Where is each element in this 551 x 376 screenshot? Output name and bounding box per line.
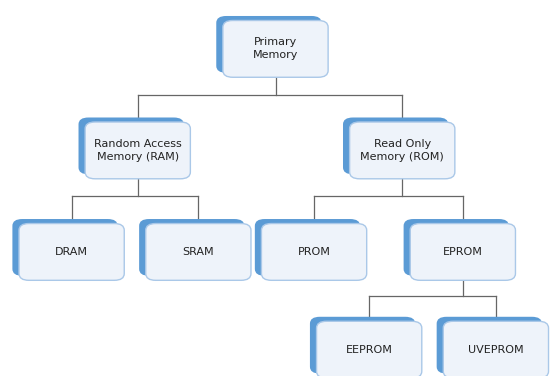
- FancyBboxPatch shape: [410, 223, 516, 280]
- Text: PROM: PROM: [298, 247, 331, 257]
- FancyBboxPatch shape: [78, 117, 183, 174]
- FancyBboxPatch shape: [316, 321, 422, 376]
- FancyBboxPatch shape: [436, 317, 542, 374]
- Text: Read Only
Memory (ROM): Read Only Memory (ROM): [360, 139, 444, 162]
- FancyBboxPatch shape: [145, 223, 251, 280]
- Text: Random Access
Memory (RAM): Random Access Memory (RAM): [94, 139, 182, 162]
- FancyBboxPatch shape: [85, 122, 191, 179]
- FancyBboxPatch shape: [19, 223, 125, 280]
- FancyBboxPatch shape: [261, 223, 367, 280]
- FancyBboxPatch shape: [139, 219, 244, 276]
- FancyBboxPatch shape: [349, 122, 455, 179]
- Text: DRAM: DRAM: [55, 247, 88, 257]
- FancyBboxPatch shape: [13, 219, 118, 276]
- FancyBboxPatch shape: [216, 16, 321, 73]
- Text: EEPROM: EEPROM: [345, 345, 393, 355]
- Text: Primary
Memory: Primary Memory: [253, 37, 298, 61]
- FancyBboxPatch shape: [403, 219, 509, 276]
- Text: EPROM: EPROM: [443, 247, 483, 257]
- FancyBboxPatch shape: [310, 317, 415, 374]
- FancyBboxPatch shape: [223, 21, 328, 77]
- FancyBboxPatch shape: [255, 219, 360, 276]
- Text: UVEPROM: UVEPROM: [468, 345, 523, 355]
- Text: SRAM: SRAM: [182, 247, 214, 257]
- FancyBboxPatch shape: [343, 117, 448, 174]
- FancyBboxPatch shape: [443, 321, 549, 376]
